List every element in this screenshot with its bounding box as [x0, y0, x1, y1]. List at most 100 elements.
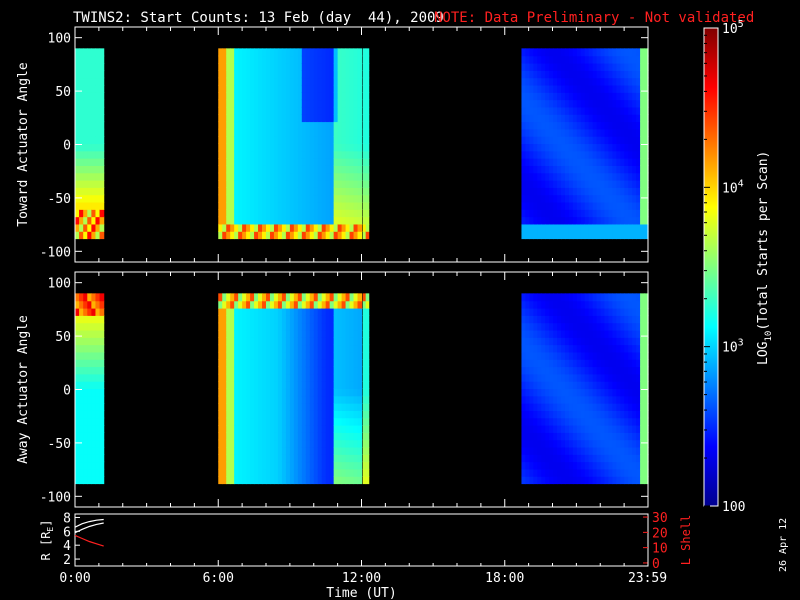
- heatmap-cell: [75, 454, 80, 463]
- heatmap-cell: [576, 410, 582, 419]
- heatmap-cell: [99, 150, 105, 159]
- heatmap-cell: [564, 201, 570, 210]
- heatmap-cell: [337, 48, 343, 57]
- heatmap-cell: [576, 136, 582, 145]
- heatmap-cell: [353, 468, 359, 477]
- heatmap-cell: [525, 201, 530, 210]
- heatmap-cell: [365, 395, 370, 404]
- heatmap-cell: [537, 315, 542, 324]
- heatmap-cell: [596, 307, 602, 316]
- heatmap-cell: [616, 99, 621, 108]
- heatmap-cell: [75, 99, 80, 108]
- heatmap-cell: [222, 476, 227, 485]
- heatmap-cell: [549, 231, 554, 240]
- heatmap-cell: [568, 337, 574, 346]
- heatmap-cell: [572, 180, 578, 188]
- heatmap-cell: [349, 476, 355, 485]
- heatmap-cell: [317, 388, 323, 397]
- heatmap-cell: [600, 293, 606, 302]
- heatmap-cell: [246, 209, 251, 218]
- heatmap-cell: [357, 337, 363, 346]
- colorbar-tick-base: 10: [722, 181, 738, 196]
- heatmap-cell: [258, 55, 263, 64]
- heatmap-cell: [624, 136, 629, 145]
- heatmap-cell: [246, 395, 251, 404]
- heatmap-cell: [584, 92, 590, 101]
- heatmap-cell: [580, 114, 586, 123]
- heatmap-cell: [584, 201, 590, 210]
- heatmap-cell: [87, 223, 92, 232]
- heatmap-cell: [309, 468, 315, 477]
- heatmap-cell: [309, 381, 315, 390]
- heatmap-cell: [289, 344, 295, 353]
- heatmap-cell: [568, 432, 574, 441]
- heatmap-cell: [309, 432, 315, 441]
- heatmap-cell: [91, 172, 97, 181]
- heatmap-cell: [325, 373, 331, 382]
- heatmap-cell: [353, 403, 359, 411]
- heatmap-cell: [258, 114, 263, 123]
- heatmap-cell: [584, 48, 590, 57]
- heatmap-cell: [600, 381, 606, 390]
- heatmap-cell: [357, 223, 363, 232]
- heatmap-cell: [521, 55, 527, 64]
- heatmap-cell: [640, 366, 645, 375]
- heatmap-cell: [269, 136, 275, 145]
- heatmap-cell: [293, 150, 299, 159]
- heatmap-cell: [333, 425, 339, 433]
- heatmap-cell: [537, 223, 542, 232]
- heatmap-cell: [262, 432, 267, 441]
- heatmap-cell: [521, 337, 527, 346]
- heatmap-cell: [218, 62, 223, 71]
- heatmap-cell: [325, 99, 331, 108]
- heatmap-cell: [529, 476, 534, 485]
- heatmap-cell: [277, 223, 283, 232]
- heatmap-cell: [620, 337, 625, 346]
- heatmap-cell: [273, 180, 279, 188]
- heatmap-cell: [230, 70, 235, 79]
- heatmap-cell: [557, 403, 562, 411]
- heatmap-cell: [533, 315, 538, 324]
- heatmap-cell: [281, 128, 287, 137]
- heatmap-cell: [250, 417, 255, 426]
- heatmap-cell: [234, 446, 239, 455]
- heatmap-cell: [568, 48, 574, 57]
- heatmap-cell: [365, 432, 370, 441]
- heatmap-cell: [258, 329, 263, 338]
- heatmap-cell: [584, 231, 590, 240]
- heatmap-cell: [644, 165, 649, 174]
- heatmap-cell: [580, 344, 586, 353]
- heatmap-cell: [218, 231, 223, 240]
- heatmap-cell: [230, 425, 235, 433]
- heatmap-cell: [91, 187, 97, 196]
- heatmap-cell: [592, 62, 598, 71]
- y-tick-label: 0: [63, 384, 71, 399]
- heatmap-cell: [297, 209, 303, 218]
- heatmap-cell: [321, 322, 327, 331]
- heatmap-cell: [572, 55, 578, 64]
- heatmap-cell: [269, 388, 275, 397]
- heatmap-cell: [533, 329, 538, 338]
- heatmap-cell: [529, 403, 534, 411]
- heatmap-cell: [588, 359, 594, 368]
- heatmap-cell: [521, 425, 527, 433]
- heatmap-cell: [281, 366, 287, 375]
- heatmap-cell: [628, 216, 633, 225]
- heatmap-cell: [95, 461, 101, 470]
- heatmap-cell: [628, 201, 633, 210]
- heatmap-cell: [628, 70, 633, 79]
- heatmap-cell: [580, 187, 586, 196]
- heatmap-cell: [230, 77, 235, 86]
- heatmap-cell: [604, 143, 610, 152]
- heatmap-cell: [525, 55, 530, 64]
- heatmap-cell: [313, 143, 319, 152]
- heatmap-cell: [317, 62, 323, 71]
- heatmap-cell: [91, 48, 97, 57]
- heatmap-cell: [222, 403, 227, 411]
- heatmap-cell: [596, 194, 602, 203]
- heatmap-cell: [91, 70, 97, 79]
- heatmap-cell: [349, 351, 355, 360]
- heatmap-cell: [234, 359, 239, 368]
- heatmap-cell: [616, 143, 621, 152]
- heatmap-cell: [357, 366, 363, 375]
